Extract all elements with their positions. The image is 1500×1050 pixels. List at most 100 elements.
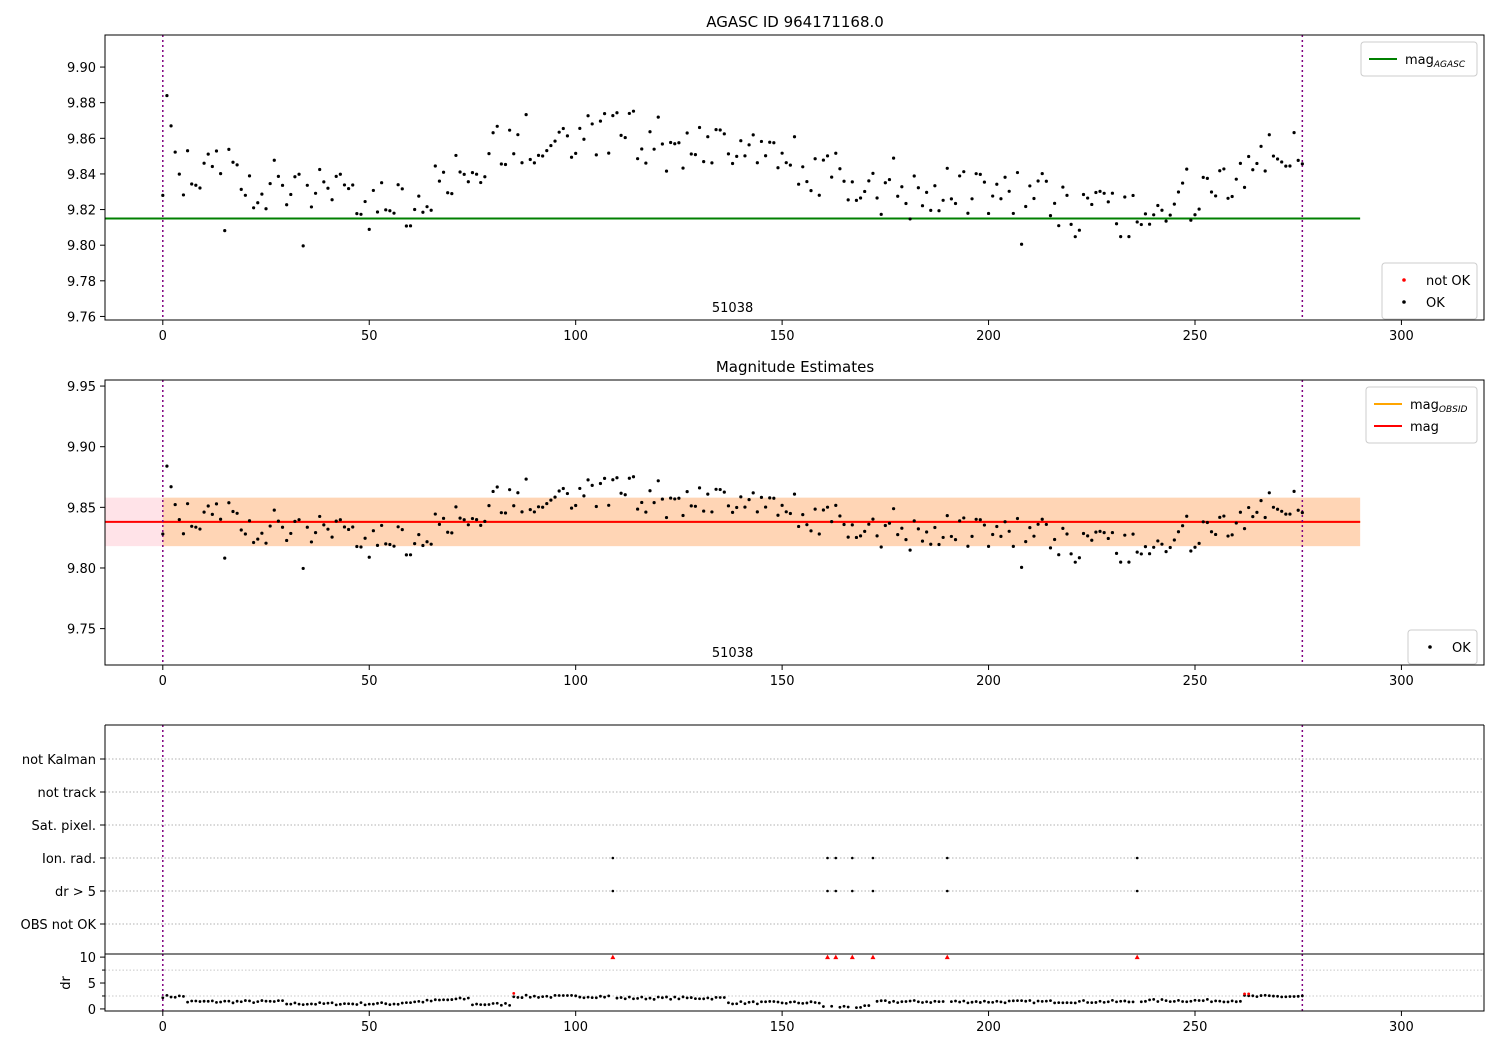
dr-point-ok <box>1222 1000 1226 1004</box>
mag-estimate-point <box>813 507 817 511</box>
mag-estimate-point <box>289 531 293 536</box>
mag-estimate-point <box>280 525 285 529</box>
dr-point-ok <box>685 996 689 1000</box>
y-tick-label: 5 <box>88 977 96 992</box>
mag-point-ok <box>313 191 318 195</box>
mag-estimate-point <box>425 540 429 544</box>
mag-estimate-point <box>483 519 487 523</box>
mag-point-ok <box>1090 202 1094 207</box>
mag-estimate-point <box>346 527 351 532</box>
y-tick-label: 9.84 <box>67 168 96 183</box>
dr-point-ok <box>755 1002 759 1006</box>
mag-point-ok <box>466 180 470 184</box>
mag-estimate-point <box>322 523 326 527</box>
mag-estimate-point <box>161 532 165 536</box>
mag-point-ok <box>817 193 821 197</box>
dr-point-ok <box>1288 995 1292 998</box>
dr-point-ok <box>1255 995 1259 999</box>
panel-1-legend-top: magAGASC <box>1360 41 1478 77</box>
mag-point-ok <box>318 167 322 172</box>
mag-point-ok <box>359 212 363 216</box>
dr-point-ok <box>206 999 210 1003</box>
mag-estimate-point <box>458 516 462 520</box>
mag-point-ok <box>821 158 826 162</box>
mag-point-ok <box>181 193 186 197</box>
mag-point-ok <box>714 128 718 132</box>
mag-point-ok <box>689 152 693 156</box>
mag-point-ok <box>1106 200 1110 204</box>
mag-estimate-point <box>623 493 627 497</box>
dr-point-ok <box>1065 1001 1069 1005</box>
mag-estimate-point <box>491 489 495 494</box>
dr-point-ok <box>665 995 668 999</box>
dr-point-ok <box>438 998 441 1002</box>
mag-point-ok <box>640 147 644 151</box>
dr-point-ok <box>219 1000 223 1004</box>
mag-point-ok <box>1168 213 1172 217</box>
x-tick-label: 0 <box>159 674 167 689</box>
mag-estimate-point <box>821 508 826 512</box>
mag-point-ok <box>792 135 797 139</box>
legend-label: not OK <box>1426 274 1471 289</box>
mag-point-ok <box>1135 220 1139 224</box>
mag-estimate-point <box>863 529 867 533</box>
dr-point-ok <box>553 993 557 997</box>
mag-estimate-point <box>181 532 186 536</box>
mag-estimate-point <box>900 526 904 530</box>
mag-point-ok <box>437 179 442 183</box>
dr-point-ok <box>524 993 528 997</box>
mag-estimate-point <box>784 510 788 514</box>
mag-estimate-point <box>256 537 260 541</box>
mag-estimate-point <box>1242 527 1247 531</box>
mag-estimate-point <box>524 477 528 481</box>
mag-estimate-point <box>1053 537 1057 542</box>
mag-point-ok <box>239 187 243 191</box>
mag-estimate-point <box>875 534 879 538</box>
dr-point-ok <box>462 997 466 1001</box>
mag-point-ok <box>937 209 941 213</box>
mag-point-ok <box>371 188 375 193</box>
dr-point-ok <box>1210 1000 1213 1004</box>
dr-point-ok <box>1189 999 1193 1003</box>
dr-point-ok <box>545 994 549 998</box>
panel-agasc-magnitude: AGASC ID 964171168.0 0 50 100 150 200 250 300 … <box>67 13 1485 344</box>
dr-point-ok <box>1061 1001 1065 1005</box>
mag-estimate-point <box>252 540 256 545</box>
mag-point-ok <box>962 170 966 174</box>
mag-estimate-point <box>640 500 644 505</box>
mag-estimate-point <box>598 481 603 486</box>
mag-estimate-point <box>631 475 636 479</box>
mag-estimate-point <box>673 497 677 501</box>
x-tick-label: 300 <box>1389 1020 1414 1035</box>
mag-estimate-point <box>1069 552 1073 556</box>
dr-point-ok <box>561 994 565 997</box>
dr-point-ok <box>974 1000 978 1003</box>
mag-estimate-point <box>1172 538 1176 542</box>
mag-point-ok <box>338 172 342 176</box>
mag-estimate-point <box>404 553 408 557</box>
mag-point-ok <box>648 130 652 134</box>
mag-estimate-point <box>887 521 892 525</box>
panel-1-points <box>161 93 1304 248</box>
dr-point-ok <box>863 1004 867 1007</box>
dr-point-ok <box>896 1001 900 1005</box>
mag-estimate-point <box>594 504 598 509</box>
mag-estimate-point <box>318 514 322 519</box>
dr-point-ok <box>1111 998 1114 1002</box>
mag-point-ok <box>1032 196 1036 201</box>
mag-estimate-point <box>330 535 334 539</box>
mag-estimate-point <box>185 502 190 506</box>
mag-estimate-point <box>165 464 169 468</box>
mag-estimate-point <box>702 509 706 513</box>
mag-point-ok <box>289 192 293 197</box>
mag-point-ok <box>953 201 958 206</box>
dr-point-ok <box>1115 1000 1118 1004</box>
mag-estimate-point <box>904 537 908 542</box>
mag-point-ok <box>1065 193 1069 197</box>
mag-estimate-point <box>1267 491 1271 495</box>
mag-estimate-point <box>413 542 417 546</box>
dr-point-not-ok <box>512 991 516 995</box>
mag-estimate-point <box>1061 526 1065 531</box>
mag-point-ok <box>636 157 640 161</box>
dr-point-ok <box>764 1000 767 1004</box>
